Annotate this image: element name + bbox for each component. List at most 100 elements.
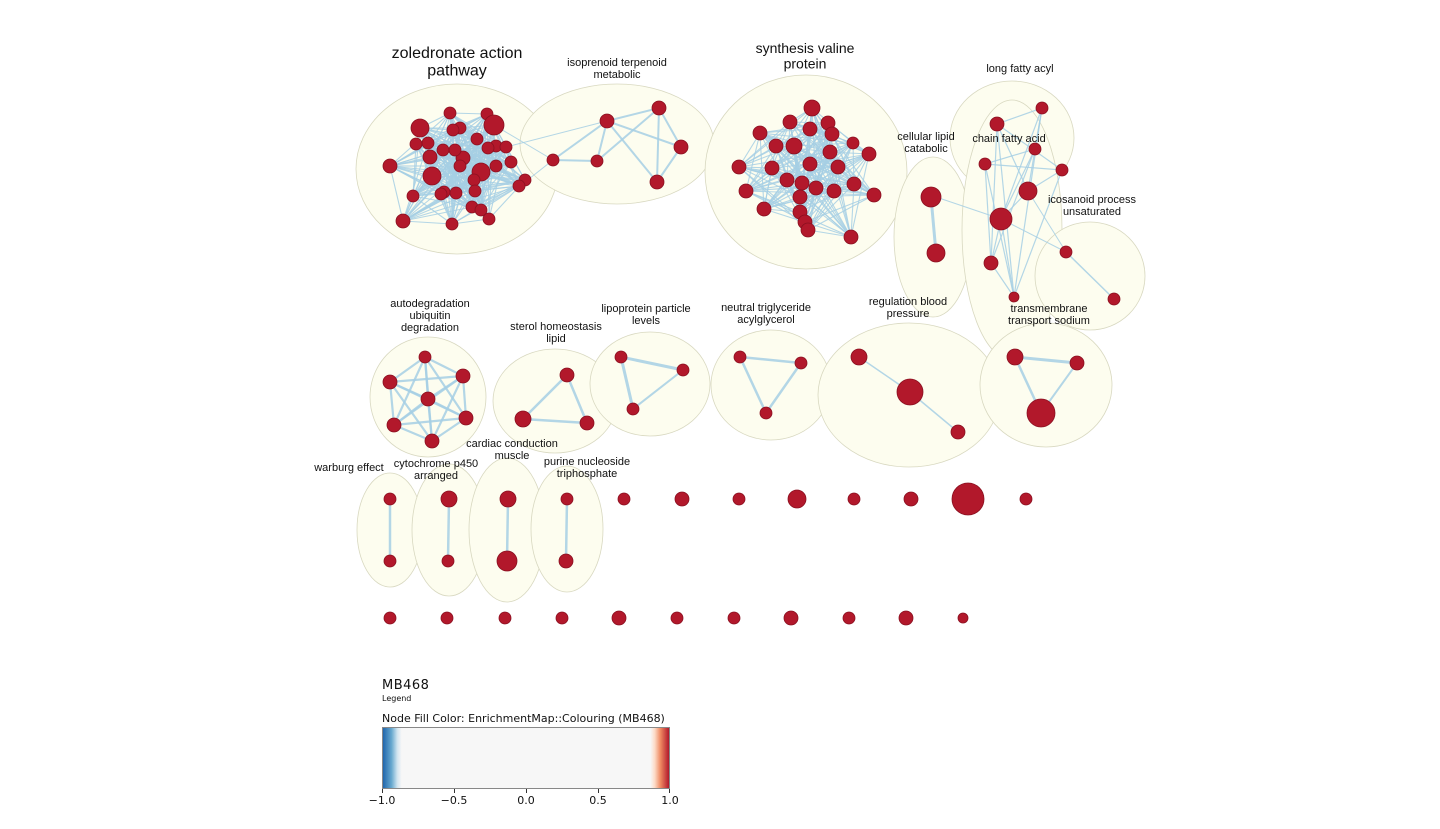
gene-set-node[interactable] xyxy=(626,402,640,416)
gene-set-node[interactable] xyxy=(1035,101,1049,115)
gene-set-node[interactable] xyxy=(1008,291,1020,303)
gene-set-node[interactable] xyxy=(733,350,747,364)
gene-set-node[interactable] xyxy=(978,157,992,171)
gene-set-node[interactable] xyxy=(579,415,595,431)
network-nodes[interactable] xyxy=(382,99,1121,626)
gene-set-node[interactable] xyxy=(732,492,746,506)
gene-set-node[interactable] xyxy=(822,144,838,160)
gene-set-node[interactable] xyxy=(499,140,513,154)
gene-set-node[interactable] xyxy=(470,132,484,146)
gene-set-node[interactable] xyxy=(896,378,924,406)
gene-set-node[interactable] xyxy=(614,350,628,364)
gene-set-node[interactable] xyxy=(989,116,1005,132)
gene-set-node[interactable] xyxy=(759,406,773,420)
gene-set-node[interactable] xyxy=(673,139,689,155)
gene-set-node[interactable] xyxy=(779,172,795,188)
gene-set-node[interactable] xyxy=(951,482,985,516)
gene-set-node[interactable] xyxy=(560,492,574,506)
gene-set-node[interactable] xyxy=(920,186,942,208)
gene-set-node[interactable] xyxy=(406,189,420,203)
gene-set-node[interactable] xyxy=(1107,292,1121,306)
gene-set-node[interactable] xyxy=(843,229,859,245)
gene-set-node[interactable] xyxy=(382,374,398,390)
gene-set-node[interactable] xyxy=(453,159,467,173)
gene-set-node[interactable] xyxy=(794,356,808,370)
gene-set-node[interactable] xyxy=(617,492,631,506)
gene-set-node[interactable] xyxy=(386,417,402,433)
gene-set-node[interactable] xyxy=(410,118,430,138)
gene-set-node[interactable] xyxy=(489,159,503,173)
gene-set-node[interactable] xyxy=(504,155,518,169)
gene-set-node[interactable] xyxy=(792,189,808,205)
gene-set-node[interactable] xyxy=(1018,181,1038,201)
gene-set-node[interactable] xyxy=(830,159,846,175)
gene-set-node[interactable] xyxy=(449,186,463,200)
gene-set-node[interactable] xyxy=(824,126,840,142)
gene-set-node[interactable] xyxy=(546,153,560,167)
gene-set-node[interactable] xyxy=(1028,142,1042,156)
gene-set-node[interactable] xyxy=(731,159,747,175)
gene-set-node[interactable] xyxy=(898,610,914,626)
gene-set-node[interactable] xyxy=(445,217,459,231)
gene-set-node[interactable] xyxy=(382,158,398,174)
gene-set-node[interactable] xyxy=(989,207,1013,231)
gene-set-node[interactable] xyxy=(409,137,423,151)
gene-set-node[interactable] xyxy=(756,201,772,217)
gene-set-node[interactable] xyxy=(903,491,919,507)
gene-set-node[interactable] xyxy=(800,222,816,238)
gene-set-node[interactable] xyxy=(1019,492,1033,506)
gene-set-node[interactable] xyxy=(950,424,966,440)
gene-set-node[interactable] xyxy=(866,187,882,203)
gene-set-node[interactable] xyxy=(555,611,569,625)
gene-set-node[interactable] xyxy=(590,154,604,168)
gene-set-node[interactable] xyxy=(559,367,575,383)
gene-set-node[interactable] xyxy=(420,391,436,407)
gene-set-node[interactable] xyxy=(808,180,824,196)
gene-set-node[interactable] xyxy=(434,187,448,201)
gene-set-node[interactable] xyxy=(846,176,862,192)
gene-set-node[interactable] xyxy=(842,611,856,625)
gene-set-node[interactable] xyxy=(421,136,435,150)
gene-set-node[interactable] xyxy=(651,100,667,116)
gene-set-node[interactable] xyxy=(599,113,615,129)
gene-set-node[interactable] xyxy=(440,611,454,625)
gene-set-node[interactable] xyxy=(1006,348,1024,366)
gene-set-node[interactable] xyxy=(422,166,442,186)
gene-set-node[interactable] xyxy=(794,175,810,191)
gene-set-node[interactable] xyxy=(512,179,526,193)
gene-set-node[interactable] xyxy=(783,610,799,626)
gene-set-node[interactable] xyxy=(802,121,818,137)
gene-set-node[interactable] xyxy=(418,350,432,364)
gene-set-node[interactable] xyxy=(483,114,505,136)
gene-set-node[interactable] xyxy=(676,363,690,377)
gene-set-node[interactable] xyxy=(768,138,784,154)
gene-set-node[interactable] xyxy=(514,410,532,428)
gene-set-node[interactable] xyxy=(468,184,482,198)
gene-set-node[interactable] xyxy=(752,125,768,141)
gene-set-node[interactable] xyxy=(481,141,495,155)
gene-set-node[interactable] xyxy=(443,106,457,120)
gene-set-node[interactable] xyxy=(1055,163,1069,177)
gene-set-node[interactable] xyxy=(983,255,999,271)
gene-set-node[interactable] xyxy=(467,173,481,187)
gene-set-node[interactable] xyxy=(446,123,460,137)
gene-set-node[interactable] xyxy=(498,611,512,625)
gene-set-node[interactable] xyxy=(926,243,946,263)
gene-set-node[interactable] xyxy=(441,554,455,568)
gene-set-node[interactable] xyxy=(1026,398,1056,428)
gene-set-node[interactable] xyxy=(448,143,462,157)
gene-set-node[interactable] xyxy=(738,183,754,199)
gene-set-node[interactable] xyxy=(847,492,861,506)
gene-set-node[interactable] xyxy=(395,213,411,229)
gene-set-node[interactable] xyxy=(1069,355,1085,371)
gene-set-node[interactable] xyxy=(383,554,397,568)
gene-set-node[interactable] xyxy=(785,137,803,155)
gene-set-node[interactable] xyxy=(496,550,518,572)
gene-set-node[interactable] xyxy=(482,212,496,226)
gene-set-node[interactable] xyxy=(782,114,798,130)
gene-set-node[interactable] xyxy=(499,490,517,508)
gene-set-node[interactable] xyxy=(455,368,471,384)
gene-set-node[interactable] xyxy=(422,149,438,165)
gene-set-node[interactable] xyxy=(957,612,969,624)
